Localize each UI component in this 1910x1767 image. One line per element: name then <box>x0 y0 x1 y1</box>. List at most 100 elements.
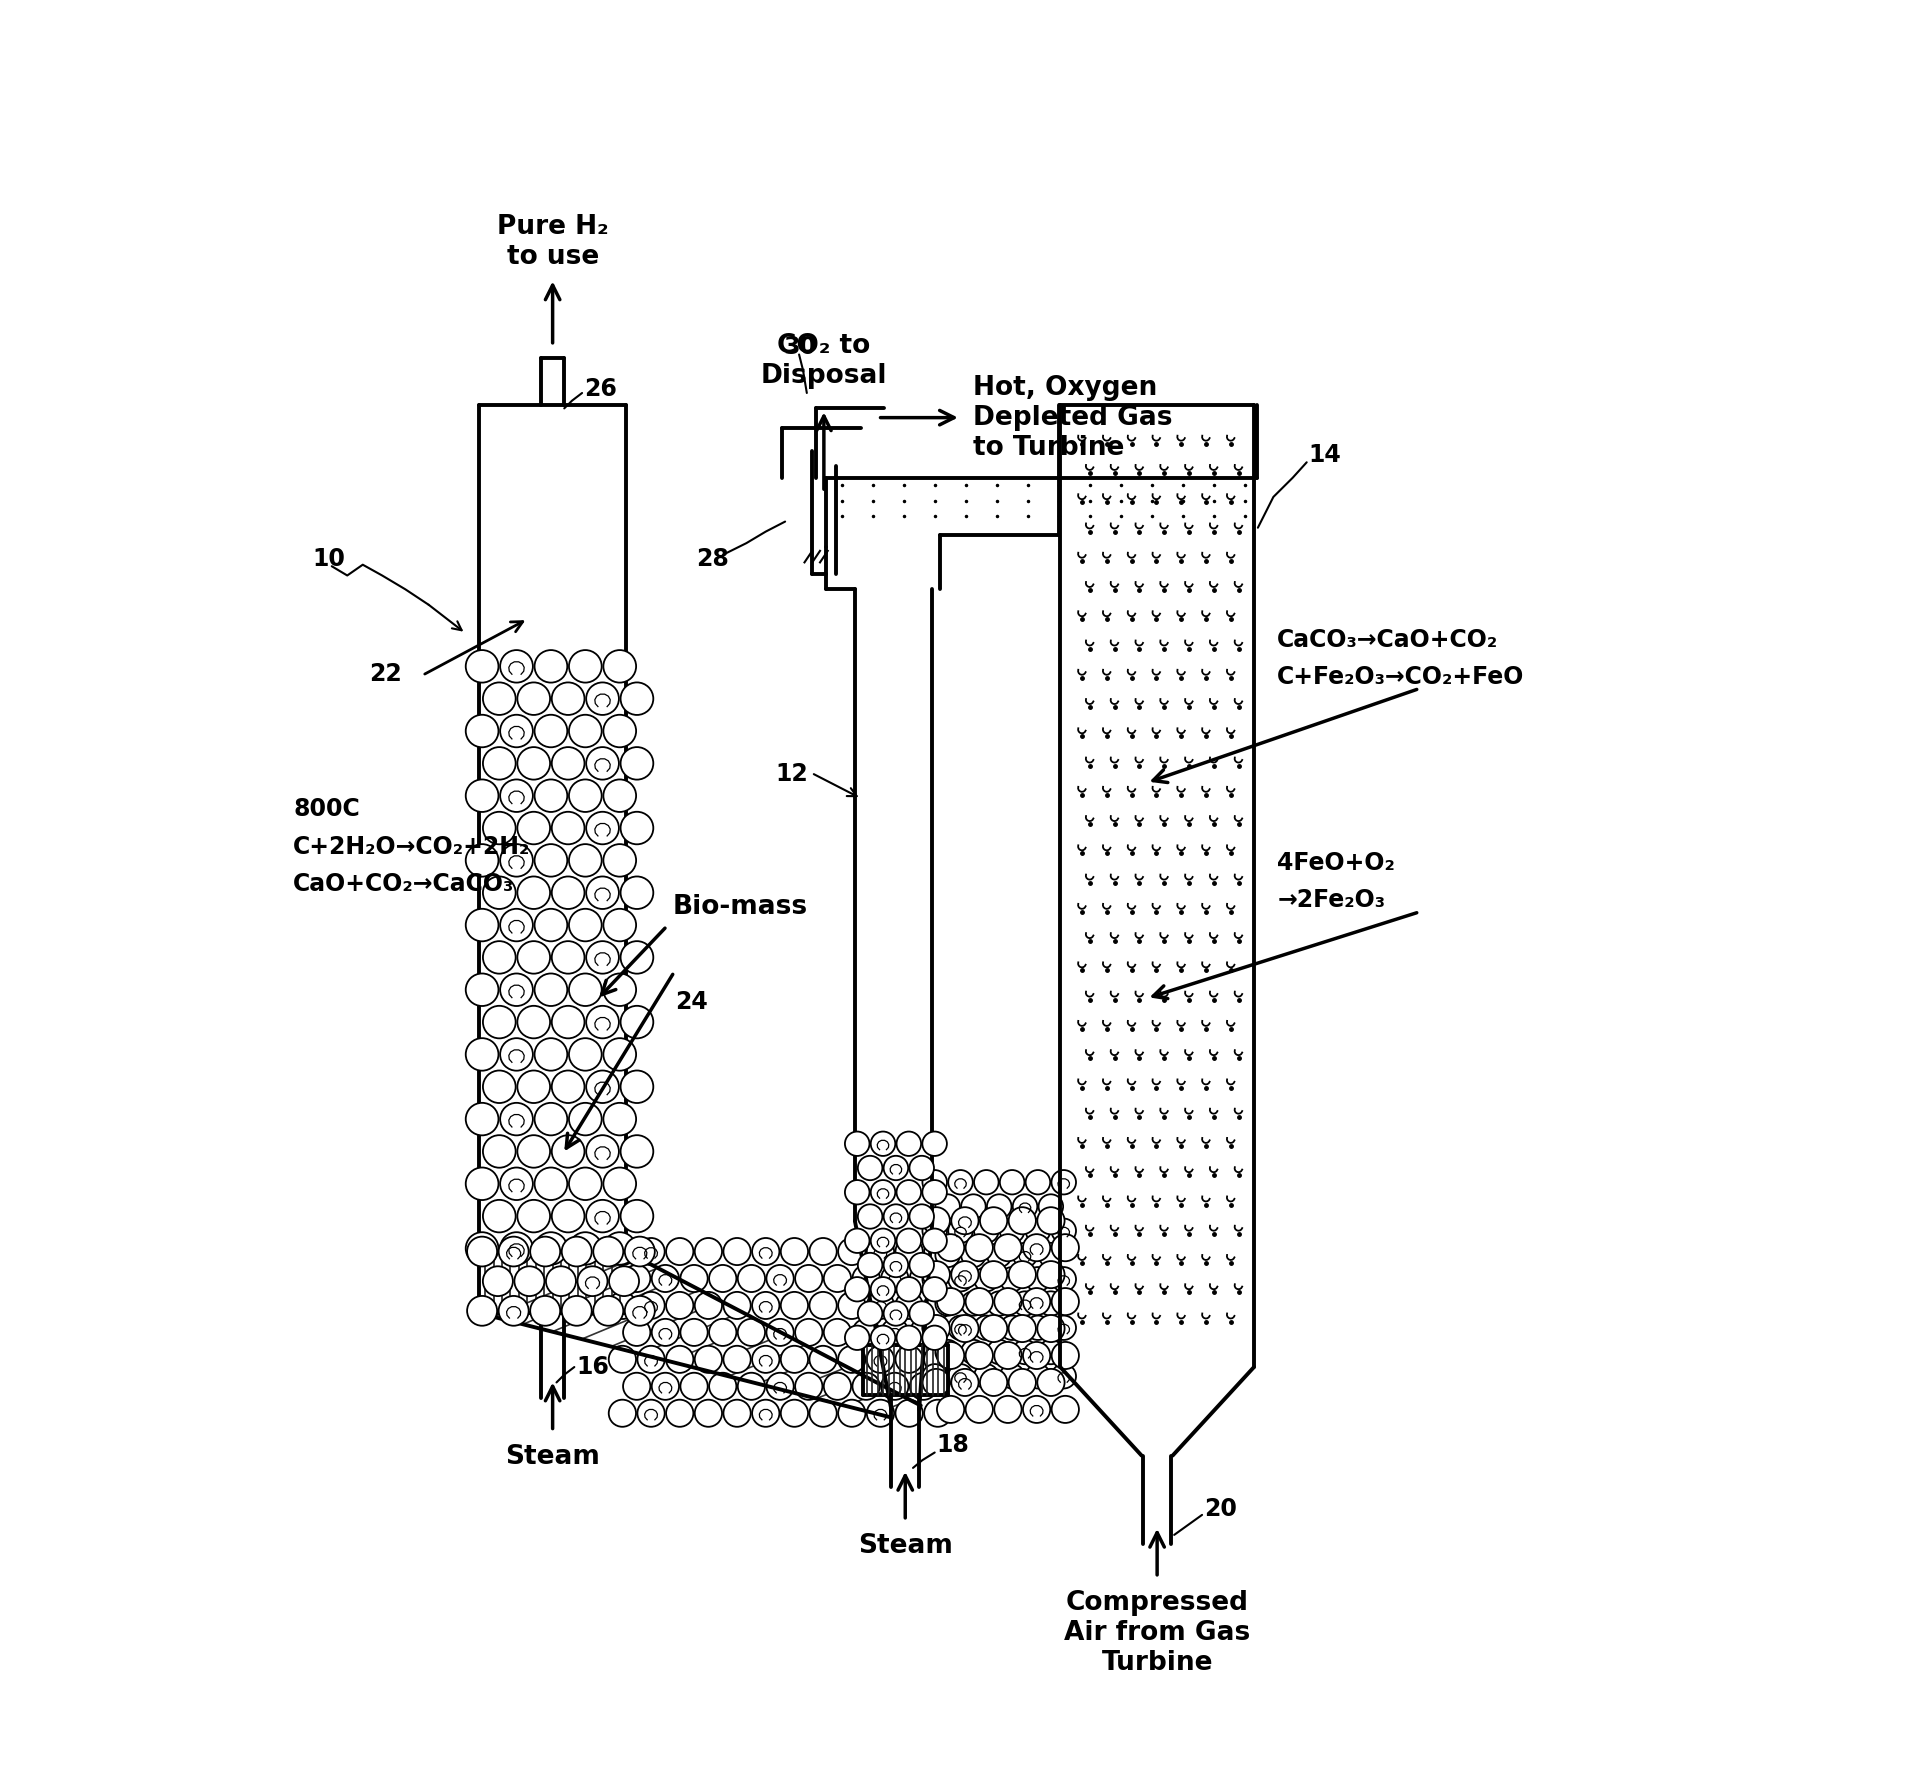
Circle shape <box>923 1170 947 1194</box>
Circle shape <box>621 1005 653 1039</box>
Circle shape <box>466 974 499 1005</box>
Text: 22: 22 <box>369 663 401 686</box>
Circle shape <box>947 1219 972 1242</box>
Text: 10: 10 <box>313 546 346 571</box>
Circle shape <box>844 1131 869 1156</box>
Circle shape <box>936 1242 961 1267</box>
Circle shape <box>737 1318 766 1346</box>
Circle shape <box>569 1103 602 1136</box>
Circle shape <box>569 650 602 682</box>
Circle shape <box>781 1292 808 1318</box>
Circle shape <box>466 779 499 813</box>
Circle shape <box>569 1168 602 1200</box>
Circle shape <box>466 1103 499 1136</box>
Circle shape <box>966 1396 993 1422</box>
Circle shape <box>1052 1267 1075 1292</box>
Circle shape <box>923 1228 947 1253</box>
Circle shape <box>604 845 636 876</box>
Circle shape <box>483 1071 516 1103</box>
Circle shape <box>621 1134 653 1168</box>
Circle shape <box>1026 1267 1050 1292</box>
Circle shape <box>651 1318 680 1346</box>
Circle shape <box>980 1262 1007 1288</box>
Circle shape <box>1052 1316 1075 1339</box>
Circle shape <box>999 1170 1024 1194</box>
Circle shape <box>500 845 533 876</box>
Circle shape <box>535 1103 567 1136</box>
Circle shape <box>604 974 636 1005</box>
Circle shape <box>552 942 584 974</box>
Circle shape <box>974 1364 999 1389</box>
Circle shape <box>823 1373 852 1399</box>
Circle shape <box>499 1237 529 1267</box>
Circle shape <box>586 942 619 974</box>
Circle shape <box>961 1339 986 1364</box>
Circle shape <box>667 1239 693 1265</box>
Circle shape <box>947 1316 972 1339</box>
Circle shape <box>909 1156 934 1180</box>
Circle shape <box>795 1265 823 1292</box>
Circle shape <box>518 682 550 716</box>
Circle shape <box>881 1373 909 1399</box>
Circle shape <box>896 1346 923 1373</box>
Circle shape <box>766 1265 795 1292</box>
Circle shape <box>609 1239 636 1265</box>
Circle shape <box>621 1200 653 1232</box>
Circle shape <box>823 1265 852 1292</box>
Circle shape <box>604 716 636 747</box>
Circle shape <box>923 1207 949 1235</box>
Circle shape <box>1039 1194 1064 1219</box>
Circle shape <box>884 1205 907 1228</box>
Circle shape <box>1026 1364 1050 1389</box>
Circle shape <box>518 1200 550 1232</box>
Circle shape <box>852 1318 881 1346</box>
Circle shape <box>535 974 567 1005</box>
Circle shape <box>867 1346 894 1373</box>
Circle shape <box>586 811 619 845</box>
Circle shape <box>569 908 602 942</box>
Circle shape <box>468 1295 497 1325</box>
Circle shape <box>1024 1341 1051 1369</box>
Circle shape <box>466 716 499 747</box>
Circle shape <box>604 1103 636 1136</box>
Circle shape <box>1012 1242 1037 1267</box>
Circle shape <box>594 1237 623 1267</box>
Circle shape <box>586 1005 619 1039</box>
Circle shape <box>1012 1194 1037 1219</box>
Circle shape <box>531 1295 560 1325</box>
Circle shape <box>1039 1292 1064 1316</box>
Circle shape <box>936 1292 961 1316</box>
Circle shape <box>896 1399 923 1426</box>
Circle shape <box>999 1316 1024 1339</box>
Circle shape <box>724 1399 751 1426</box>
Circle shape <box>810 1239 837 1265</box>
Text: Bio-mass: Bio-mass <box>672 894 808 921</box>
Circle shape <box>621 1071 653 1103</box>
Circle shape <box>987 1242 1012 1267</box>
Text: 14: 14 <box>1308 442 1341 466</box>
Circle shape <box>535 845 567 876</box>
Circle shape <box>995 1341 1022 1369</box>
Circle shape <box>609 1346 636 1373</box>
Circle shape <box>621 811 653 845</box>
Circle shape <box>569 1232 602 1265</box>
Text: 16: 16 <box>577 1355 609 1378</box>
Circle shape <box>1052 1233 1079 1262</box>
Circle shape <box>695 1346 722 1373</box>
Circle shape <box>909 1205 934 1228</box>
Circle shape <box>923 1278 947 1302</box>
Circle shape <box>695 1292 722 1318</box>
Circle shape <box>1052 1341 1079 1369</box>
Circle shape <box>518 876 550 908</box>
Circle shape <box>1024 1233 1051 1262</box>
Circle shape <box>604 1039 636 1071</box>
Circle shape <box>974 1170 999 1194</box>
Text: 20: 20 <box>1203 1497 1236 1521</box>
Circle shape <box>909 1301 934 1325</box>
Circle shape <box>867 1399 894 1426</box>
Circle shape <box>586 1071 619 1103</box>
Text: 18: 18 <box>936 1433 968 1456</box>
Circle shape <box>1024 1396 1051 1422</box>
Circle shape <box>838 1399 865 1426</box>
Text: 26: 26 <box>584 376 617 401</box>
